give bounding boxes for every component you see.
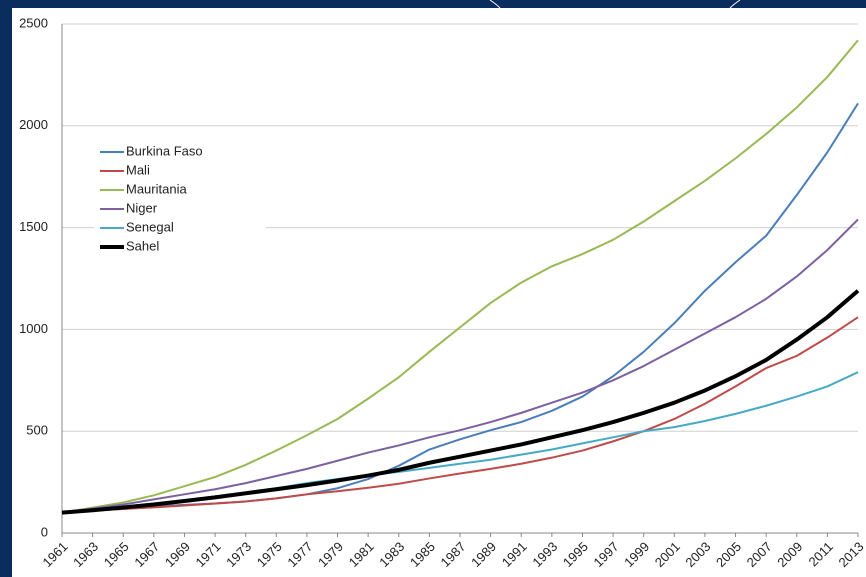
legend-label: Sahel bbox=[126, 238, 159, 253]
y-tick-label: 2500 bbox=[19, 15, 48, 30]
legend-label: Burkina Faso bbox=[126, 143, 203, 158]
y-tick-label: 1500 bbox=[19, 219, 48, 234]
series-line bbox=[61, 218, 859, 514]
legend-label: Mauritania bbox=[126, 181, 187, 196]
y-tick-label: 500 bbox=[26, 423, 48, 438]
series-line bbox=[61, 289, 860, 515]
legend-label: Mali bbox=[126, 162, 150, 177]
series-line bbox=[61, 316, 859, 514]
y-tick-label: 0 bbox=[41, 524, 48, 539]
legend-label: Niger bbox=[126, 200, 158, 215]
y-tick-label: 2000 bbox=[19, 117, 48, 132]
series-line bbox=[61, 39, 859, 514]
title-fragment bbox=[489, 0, 741, 9]
legend-box bbox=[94, 138, 266, 264]
y-tick-label: 1000 bbox=[19, 321, 48, 336]
legend-label: Senegal bbox=[126, 219, 174, 234]
plot-background bbox=[12, 8, 866, 577]
